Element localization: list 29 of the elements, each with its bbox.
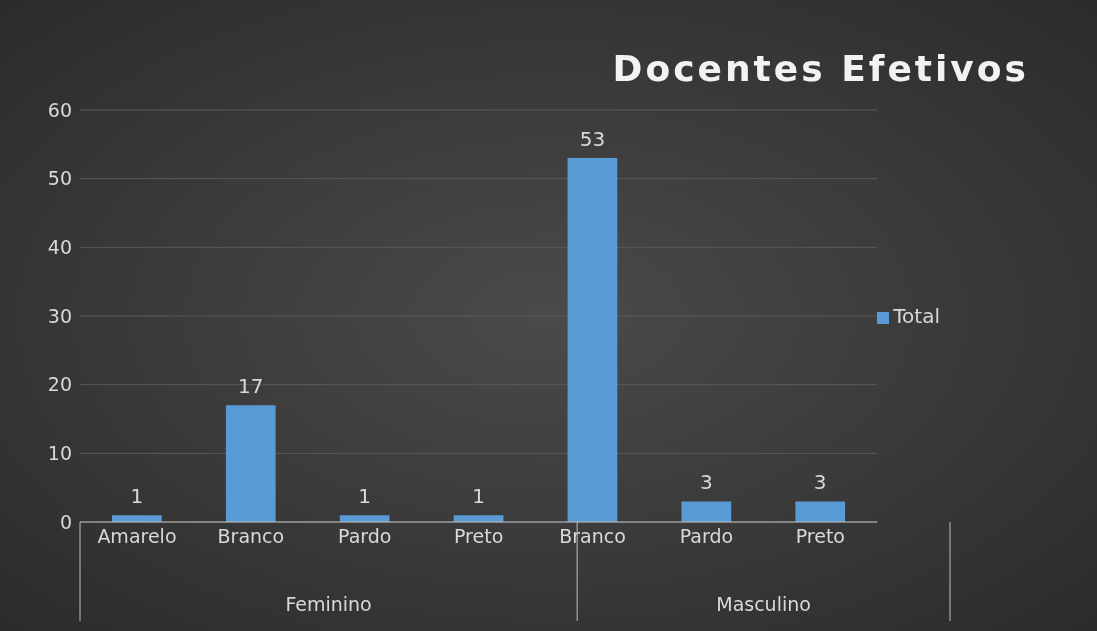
x-tick-label: Branco xyxy=(559,525,626,548)
data-label: 17 xyxy=(238,374,264,399)
data-label: 3 xyxy=(699,470,713,495)
x-tick-label: Preto xyxy=(454,525,504,548)
y-tick-label: 30 xyxy=(47,304,72,327)
bar xyxy=(795,501,846,522)
x-tick-label: Pardo xyxy=(679,525,734,548)
y-tick-label: 50 xyxy=(47,167,72,190)
x-tick-label: Preto xyxy=(795,525,845,548)
y-tick-label: 40 xyxy=(47,236,72,259)
data-label: 1 xyxy=(358,484,372,509)
x-tick-label: Pardo xyxy=(338,525,392,548)
bar xyxy=(681,501,732,522)
bar xyxy=(567,158,618,522)
bar xyxy=(225,405,276,522)
text: Masculino xyxy=(716,593,811,615)
y-tick-label: 0 xyxy=(59,510,72,533)
y-tick-label: 60 xyxy=(47,98,72,121)
data-label: 3 xyxy=(813,470,827,495)
x-tick-label: Branco xyxy=(217,525,285,548)
data-label: 1 xyxy=(472,484,485,509)
data-label: 53 xyxy=(579,127,606,152)
y-tick-label: 10 xyxy=(47,442,72,465)
x-tick-label: Amarelo xyxy=(97,525,177,548)
y-tick-label: 20 xyxy=(47,373,72,396)
chart-title: Docentes Efetivos xyxy=(612,48,1029,89)
text: Feminino xyxy=(285,593,372,615)
data-label: 1 xyxy=(130,484,144,509)
legend-label: Total xyxy=(893,303,940,328)
